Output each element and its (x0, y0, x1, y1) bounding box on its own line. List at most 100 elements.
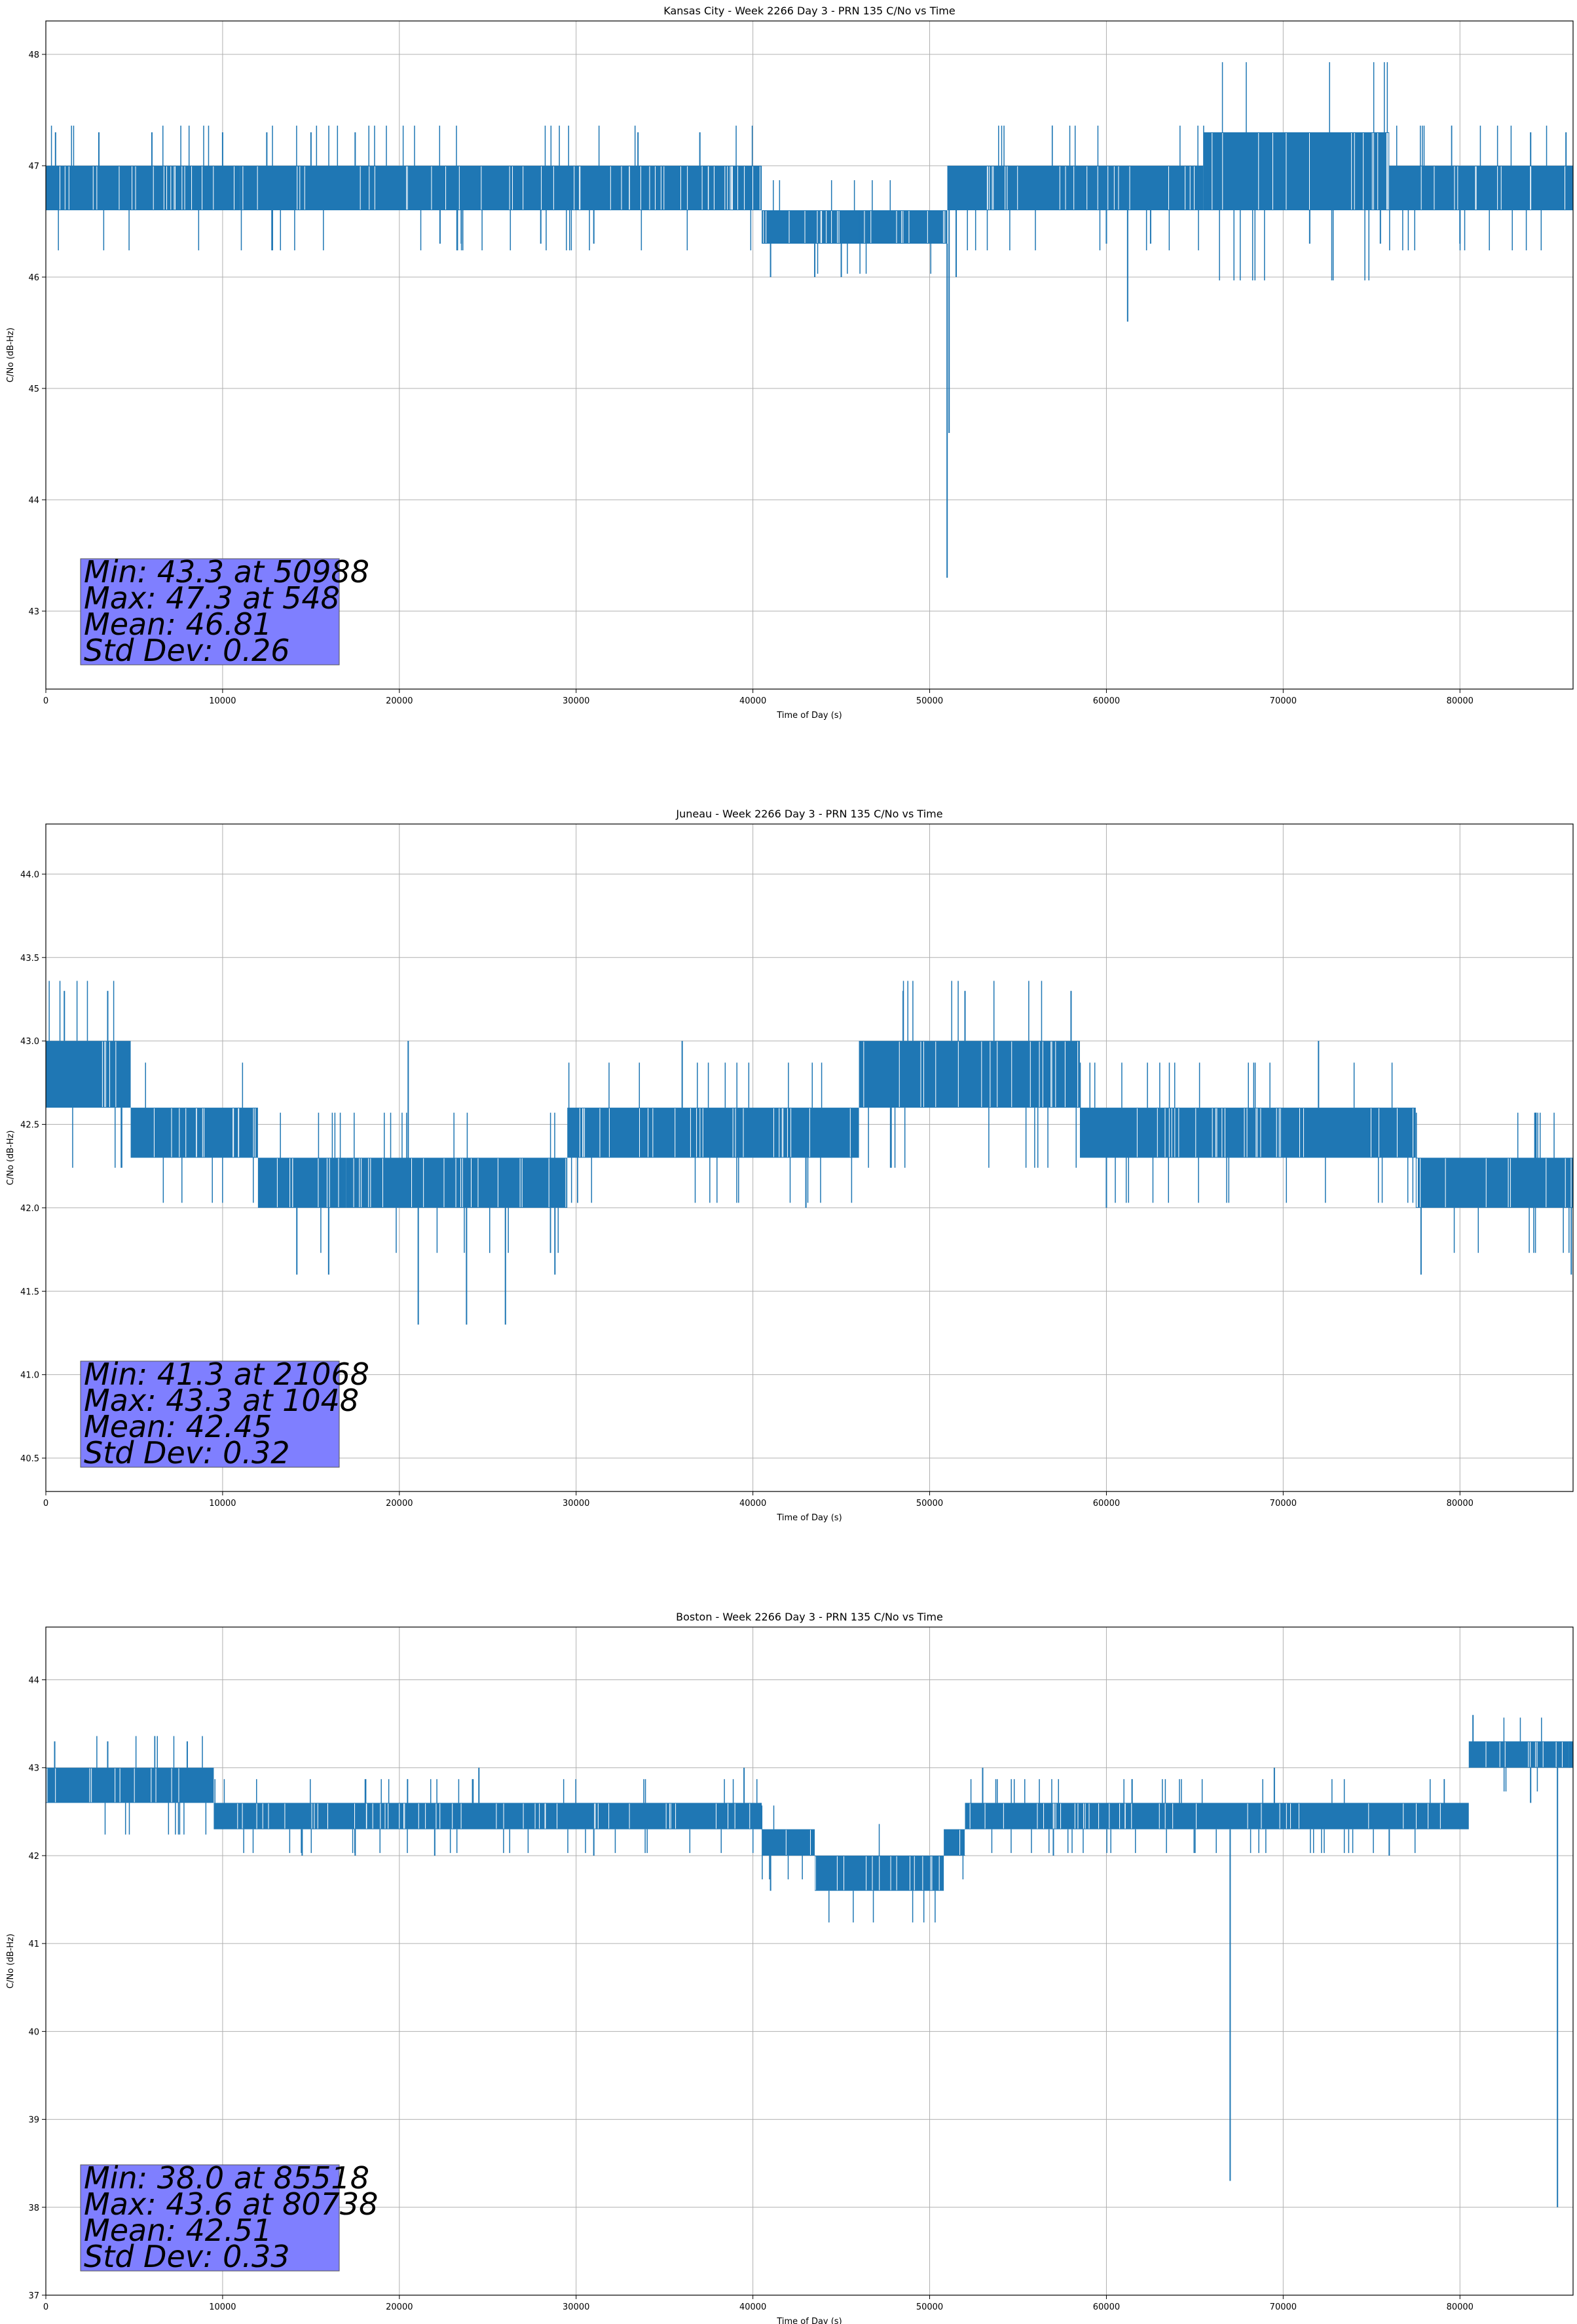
x-tick-label: 10000 (209, 696, 236, 706)
chart-3: 0 10000 20000 30000 40000 50000 60000 70000 8000… (6, 1611, 1574, 2324)
y-tick-label: 47 (28, 162, 39, 172)
x-tick-label: 60000 (1093, 2302, 1120, 2312)
x-tick-label: 30000 (563, 696, 589, 706)
stats-min: Min: 43.3 at 50988 (84, 554, 369, 590)
stats-box-bg (80, 2164, 340, 2272)
tick-labels: 0 10000 20000 30000 40000 50000 60000 70000 8000… (20, 870, 1474, 1509)
series-cno (46, 981, 1573, 1325)
x-tick-label: 20000 (386, 2302, 413, 2312)
x-tick-label: 80000 (1447, 1499, 1474, 1509)
chart-1: 0 10000 20000 30000 40000 50000 60000 70000 8000… (6, 5, 1574, 721)
stats-min: Min: 41.3 at 21068 (84, 1357, 369, 1392)
series-cno (46, 1715, 1573, 2207)
y-tick-label: 41 (28, 1940, 39, 1949)
x-tick-label: 20000 (386, 1499, 413, 1509)
x-tick-label: 10000 (209, 1499, 236, 1509)
y-tick-label: 43 (28, 1764, 39, 1774)
data-band (1468, 1741, 1573, 1768)
data-band (1203, 132, 1390, 210)
stats-max: Max: 43.6 at 80738 (84, 2186, 378, 2222)
stats-box-bg (80, 558, 340, 665)
data-band (346, 1157, 568, 1208)
stats-mean: Mean: 42.45 (84, 1409, 272, 1444)
data-band (965, 1803, 1469, 1829)
x-tick-label: 80000 (1447, 696, 1474, 706)
stats-mean: Mean: 46.81 (84, 607, 272, 642)
stats-box-bg (80, 1360, 340, 1468)
y-axis-label: C/No (dB-Hz) (6, 1131, 16, 1186)
data-band (859, 1041, 1080, 1108)
x-tick-label: 0 (43, 696, 48, 706)
x-tick-label: 40000 (739, 1499, 766, 1509)
data-band (46, 1041, 131, 1108)
x-tick-label: 30000 (563, 2302, 589, 2312)
y-tick-label: 39 (28, 2116, 39, 2126)
data-band (257, 1157, 346, 1208)
data-band (213, 1803, 762, 1829)
data-band (947, 166, 1204, 210)
stats-std: Std Dev: 0.32 (84, 1435, 290, 1471)
stats-mean: Mean: 42.51 (84, 2213, 272, 2248)
y-tick-label: 42.5 (20, 1121, 39, 1131)
y-tick-label: 44 (28, 496, 39, 506)
y-axis-label: C/No (dB-Hz) (6, 328, 16, 383)
stats-max: Max: 43.3 at 1048 (84, 1383, 359, 1418)
stats-std: Std Dev: 0.26 (84, 633, 290, 668)
x-axis-label: Time of Day (s) (776, 711, 842, 721)
x-tick-label: 60000 (1093, 1499, 1120, 1509)
x-tick-label: 30000 (563, 1499, 589, 1509)
y-tick-label: 48 (28, 50, 39, 60)
data-band (762, 1829, 815, 1856)
data-band (240, 166, 762, 210)
x-tick-label: 70000 (1270, 696, 1297, 706)
chart-title: Juneau - Week 2266 Day 3 - PRN 135 C/No … (675, 808, 942, 820)
y-tick-label: 41.0 (20, 1371, 39, 1381)
x-tick-label: 50000 (916, 696, 943, 706)
x-tick-label: 20000 (386, 696, 413, 706)
y-tick-label: 43.0 (20, 1037, 39, 1047)
x-tick-label: 0 (43, 2302, 48, 2312)
data-band (762, 210, 948, 244)
y-tick-label: 46 (28, 273, 39, 283)
x-tick-label: 50000 (916, 1499, 943, 1509)
stats-min: Min: 38.0 at 85518 (84, 2160, 369, 2196)
stats-std: Std Dev: 0.33 (84, 2239, 290, 2274)
x-tick-label: 70000 (1270, 1499, 1297, 1509)
tick-labels: 0 10000 20000 30000 40000 50000 60000 70000 8000… (28, 50, 1473, 706)
x-tick-label: 10000 (209, 2302, 236, 2312)
chart-2: 0 10000 20000 30000 40000 50000 60000 70000 8000… (6, 808, 1574, 1523)
x-tick-label: 0 (43, 1499, 48, 1509)
stats-max: Max: 47.3 at 548 (84, 580, 340, 616)
data-band (1415, 1157, 1573, 1208)
chart-title: Kansas City - Week 2266 Day 3 - PRN 135 … (663, 5, 955, 17)
y-tick-label: 37 (28, 2291, 39, 2301)
x-axis-label: Time of Day (s) (776, 2317, 842, 2324)
data-band (1389, 166, 1573, 210)
series-cno (46, 62, 1573, 578)
y-axis-label: C/No (dB-Hz) (6, 1934, 16, 1989)
y-tick-label: 42.0 (20, 1204, 39, 1214)
data-band (1079, 1108, 1416, 1158)
y-tick-label: 40.5 (20, 1454, 39, 1464)
y-tick-label: 42 (28, 1852, 39, 1862)
chart-title: Boston - Week 2266 Day 3 - PRN 135 C/No … (676, 1611, 943, 1623)
axes-frame (45, 823, 1574, 1492)
y-tick-label: 40 (28, 2027, 39, 2037)
x-tick-label: 80000 (1447, 2302, 1474, 2312)
y-tick-label: 41.5 (20, 1287, 39, 1297)
data-band (944, 1829, 965, 1856)
data-band (130, 1108, 258, 1158)
x-axis-label: Time of Day (s) (776, 1513, 842, 1523)
y-tick-label: 45 (28, 384, 39, 394)
y-tick-label: 44 (28, 1676, 39, 1686)
data-band (46, 1767, 214, 1803)
x-tick-label: 60000 (1093, 696, 1120, 706)
y-tick-label: 43 (28, 607, 39, 617)
y-tick-label: 43.5 (20, 954, 39, 964)
axes-frame (45, 1626, 1574, 2296)
y-tick-label: 44.0 (20, 870, 39, 880)
